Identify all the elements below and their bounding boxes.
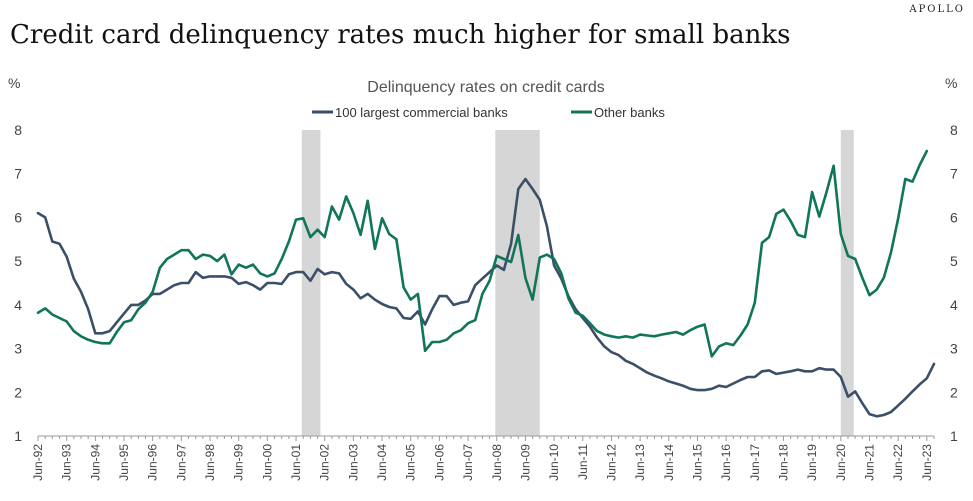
- y-tick-right-3: 3: [950, 341, 958, 357]
- x-tick-label-Jun-04: Jun-04: [375, 444, 389, 481]
- x-tick-label-Jun-98: Jun-98: [203, 444, 217, 481]
- recession-band-1: [301, 130, 321, 436]
- legend-label-large-banks: 100 largest commercial banks: [335, 105, 508, 120]
- recession-band-3: [840, 130, 854, 436]
- y-axis-unit-left: %: [8, 75, 20, 91]
- series-line-large-banks: [36, 177, 936, 418]
- x-tick-label-Jun-16: Jun-16: [719, 444, 733, 481]
- x-tick-label-Jun-08: Jun-08: [490, 444, 504, 481]
- legend-label-other-banks: Other banks: [594, 105, 665, 120]
- chart-title: Delinquency rates on credit cards: [367, 79, 604, 96]
- y-tick-right-8: 8: [950, 122, 958, 138]
- x-tick-label-Jun-93: Jun-93: [60, 444, 74, 481]
- y-tick-left-7: 7: [14, 166, 22, 182]
- x-tick-label-Jun-03: Jun-03: [346, 444, 360, 481]
- x-tick-label-Jun-20: Jun-20: [834, 444, 848, 481]
- x-tick-label-Jun-06: Jun-06: [432, 444, 446, 481]
- x-tick-label-Jun-07: Jun-07: [461, 444, 475, 481]
- x-tick-label-Jun-05: Jun-05: [404, 444, 418, 481]
- x-tick-label-Jun-99: Jun-99: [232, 444, 246, 481]
- y-axis-unit-right: %: [945, 75, 957, 91]
- x-tick-label-Jun-23: Jun-23: [920, 444, 934, 481]
- y-tick-left-1: 1: [14, 428, 22, 444]
- brand-logo: APOLLO: [909, 4, 965, 15]
- x-tick-label-Jun-19: Jun-19: [805, 444, 819, 481]
- x-tick-label-Jun-01: Jun-01: [289, 444, 303, 481]
- page-title: Credit card delinquency rates much highe…: [10, 20, 791, 50]
- recession-bands: [301, 130, 854, 436]
- x-tick-label-Jun-09: Jun-09: [518, 444, 532, 481]
- x-tick-label-Jun-15: Jun-15: [690, 444, 704, 481]
- x-tick-label-Jun-22: Jun-22: [891, 444, 905, 481]
- series: [36, 149, 936, 418]
- x-tick-label-Jun-92: Jun-92: [31, 444, 45, 481]
- y-tick-right-7: 7: [950, 166, 958, 182]
- y-tick-left-5: 5: [14, 253, 22, 269]
- y-tick-right-1: 1: [950, 428, 958, 444]
- y-tick-left-8: 8: [14, 122, 22, 138]
- axes: 1 1 2 2 3 3 4 4 5 5 6 6 7 7 8 8 Jun-92 Jun-93 Jun-94 Jun-95…: [14, 122, 958, 481]
- x-tick-label-Jun-95: Jun-95: [117, 444, 131, 481]
- x-tick-label-Jun-13: Jun-13: [633, 444, 647, 481]
- x-tick-label-Jun-11: Jun-11: [576, 444, 590, 480]
- y-tick-right-2: 2: [950, 384, 958, 400]
- x-tick-label-Jun-97: Jun-97: [174, 444, 188, 481]
- x-tick-label-Jun-12: Jun-12: [604, 444, 618, 481]
- y-tick-left-3: 3: [14, 341, 22, 357]
- x-tick-label-Jun-17: Jun-17: [748, 444, 762, 481]
- y-tick-left-4: 4: [14, 297, 22, 313]
- x-tick-label-Jun-18: Jun-18: [776, 444, 790, 481]
- y-tick-left-6: 6: [14, 209, 22, 225]
- y-tick-right-4: 4: [950, 297, 958, 313]
- x-tick-label-Jun-02: Jun-02: [318, 444, 332, 481]
- x-tick-label-Jun-14: Jun-14: [662, 444, 676, 481]
- series-line-other-banks: [36, 149, 929, 358]
- recession-band-2: [495, 130, 540, 436]
- legend: 100 largest commercial banks Other banks: [312, 105, 665, 120]
- y-tick-left-2: 2: [14, 384, 22, 400]
- y-tick-right-5: 5: [950, 253, 958, 269]
- x-tick-label-Jun-10: Jun-10: [547, 444, 561, 481]
- y-tick-right-6: 6: [950, 209, 958, 225]
- x-tick-label-Jun-96: Jun-96: [146, 444, 160, 481]
- x-tick-label-Jun-21: Jun-21: [862, 444, 876, 481]
- x-tick-label-Jun-94: Jun-94: [88, 444, 102, 481]
- x-tick-label-Jun-00: Jun-00: [260, 444, 274, 481]
